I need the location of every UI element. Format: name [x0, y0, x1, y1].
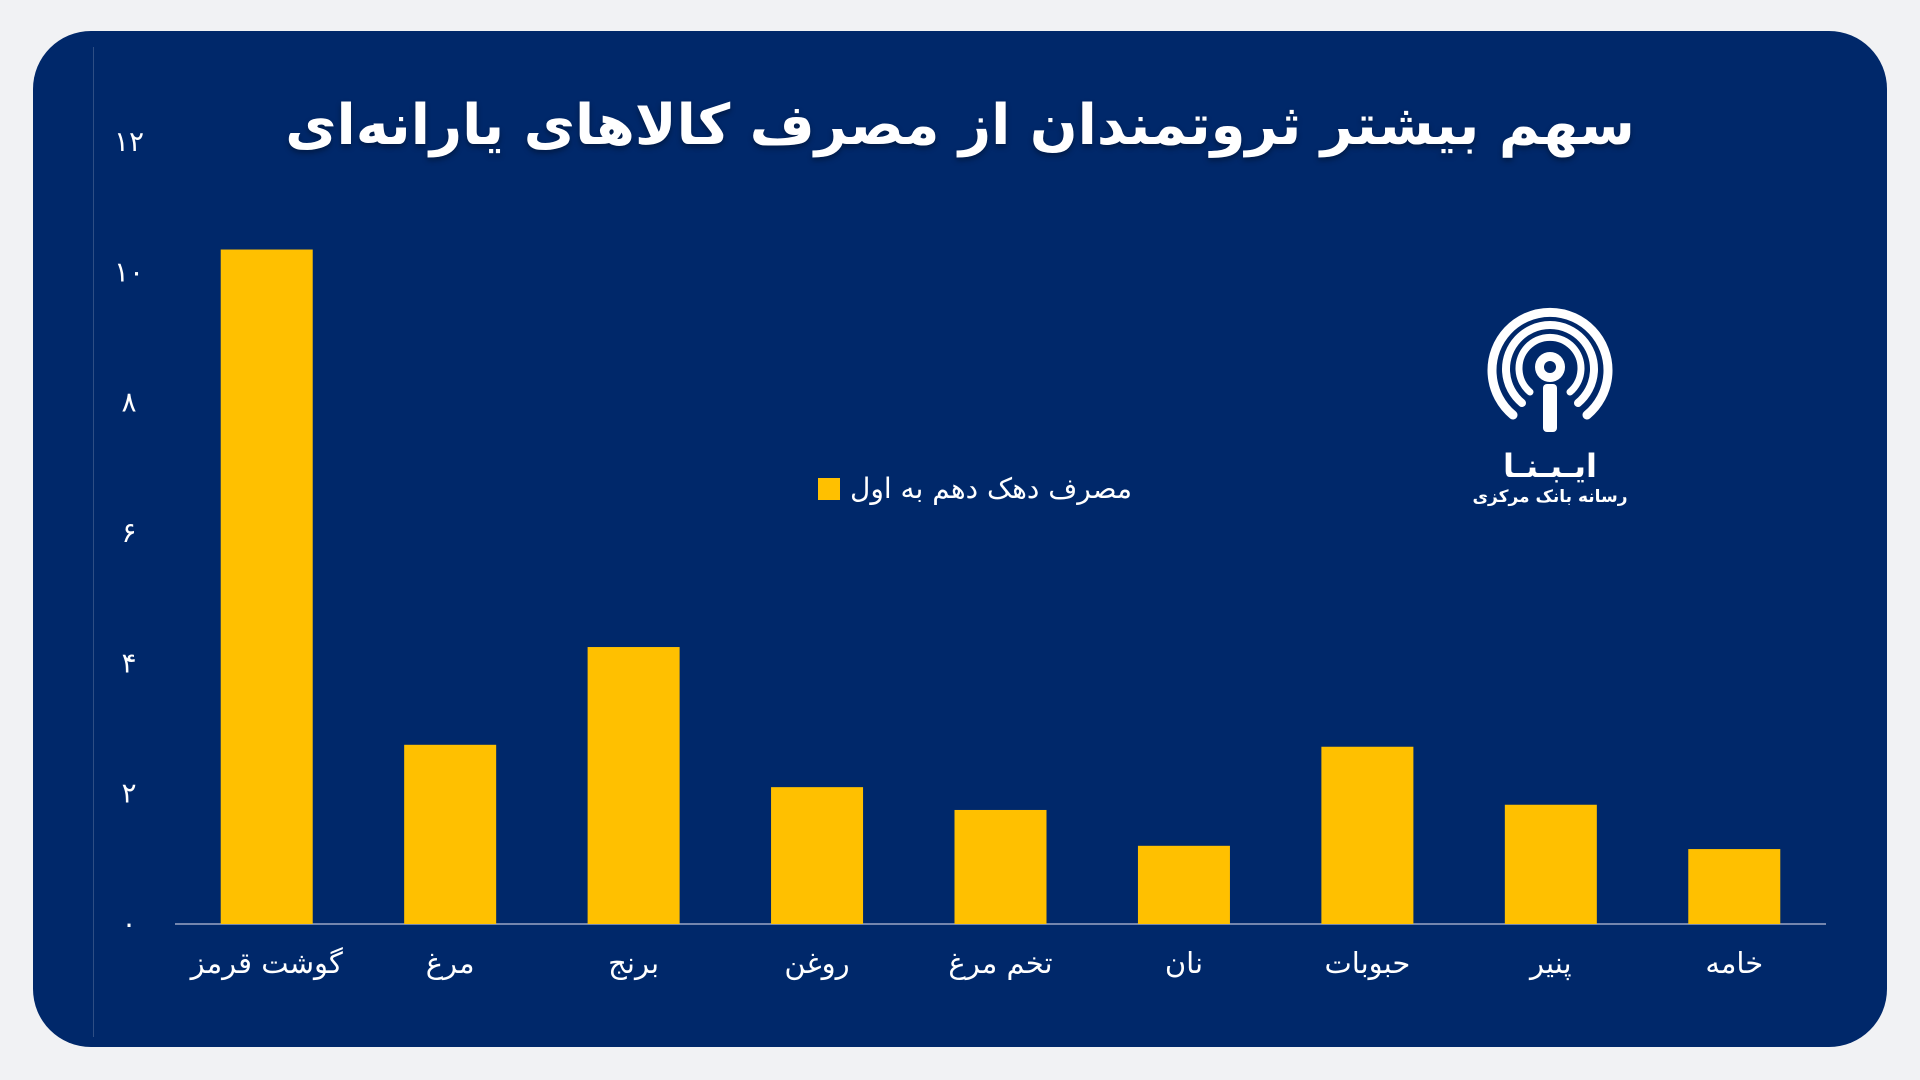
- legend-swatch: [818, 477, 840, 500]
- x-tick-label: نان: [1165, 946, 1203, 980]
- bar: [1504, 804, 1597, 924]
- legend: مصرف دهک دهم به اول: [818, 472, 1132, 505]
- y-tick-label: ۶: [121, 516, 136, 549]
- logo-name: ایـبـنـا: [1503, 447, 1597, 485]
- bar: [1688, 849, 1781, 924]
- x-tick-label: تخم مرغ: [948, 946, 1052, 981]
- x-tick-label: برنج: [608, 946, 659, 980]
- legend-label: مصرف دهک دهم به اول: [850, 472, 1132, 505]
- y-tick-label: ۰: [121, 907, 136, 940]
- x-tick-label: حبوبات: [1324, 946, 1410, 980]
- x-tick-label: خامه: [1705, 946, 1763, 980]
- y-tick-label: ۸: [121, 386, 136, 419]
- x-tick-label: گوشت قرمز: [189, 946, 343, 980]
- y-tick-label: ۱۲: [114, 125, 144, 158]
- bar: [220, 249, 313, 924]
- y-tick-label: ۱۰: [114, 255, 144, 288]
- bar: [1321, 746, 1414, 924]
- y-tick-label: ۲: [121, 777, 136, 810]
- bar: [404, 744, 497, 924]
- x-tick-label: مرغ: [426, 946, 475, 980]
- frame-guide-line: [93, 47, 94, 1037]
- bar: [771, 787, 864, 924]
- y-tick-label: ۴: [121, 646, 136, 679]
- chart-title: سهم بیشتر ثروتمندان از مصرف کالاهای یارا…: [285, 93, 1635, 158]
- ibna-logo: ایـبـنـا رسانه بانک مرکزی: [1465, 295, 1635, 507]
- logo-subtitle: رسانه بانک مرکزی: [1472, 487, 1628, 507]
- chart-card: سهم بیشتر ثروتمندان از مصرف کالاهای یارا…: [33, 31, 1887, 1047]
- x-tick-label: پنیر: [1528, 946, 1572, 981]
- bar: [954, 809, 1047, 924]
- broadcast-logo-icon: [1487, 307, 1613, 432]
- bar-chart: ۰ ۲ ۴ ۶ ۸ ۱۰ ۱۲ گوشت قرمز مرغ برنج روغن تخم مرغ نان ح…: [114, 125, 1826, 981]
- x-tick-label: روغن: [784, 946, 849, 980]
- bar: [1137, 845, 1230, 924]
- bar: [587, 647, 680, 924]
